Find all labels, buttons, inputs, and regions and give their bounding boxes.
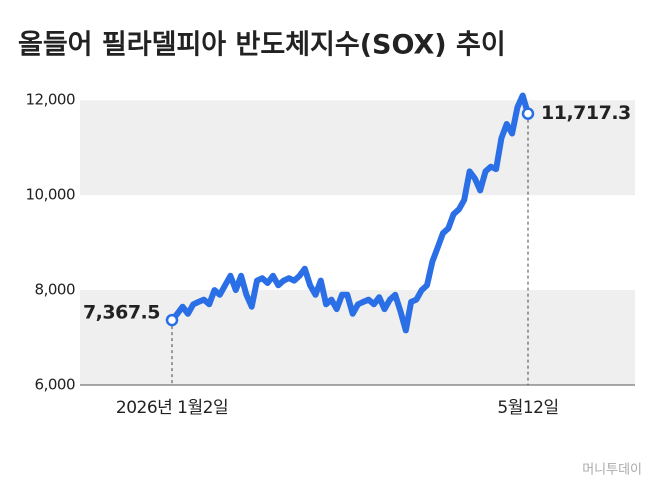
y-tick-label: 6,000	[35, 376, 75, 394]
end-point	[521, 107, 535, 120]
x-tick-label: 2026년 1월2일	[116, 398, 228, 418]
y-tick-label: 8,000	[35, 281, 75, 299]
y-tick-label: 10,000	[26, 186, 76, 204]
chart-title: 올들어 필라델피아 반도체지수(SOX) 추이	[18, 30, 506, 61]
x-tick-label: 5월12일	[497, 398, 558, 418]
source-logo: 머니투데이	[582, 463, 642, 478]
end-point	[165, 313, 179, 327]
line	[169, 92, 531, 334]
value-label: 11,717.3	[541, 102, 631, 124]
y-tick-label: 12,000	[26, 91, 76, 109]
value-label: 7,367.5	[83, 302, 160, 324]
grid-band	[80, 100, 635, 196]
